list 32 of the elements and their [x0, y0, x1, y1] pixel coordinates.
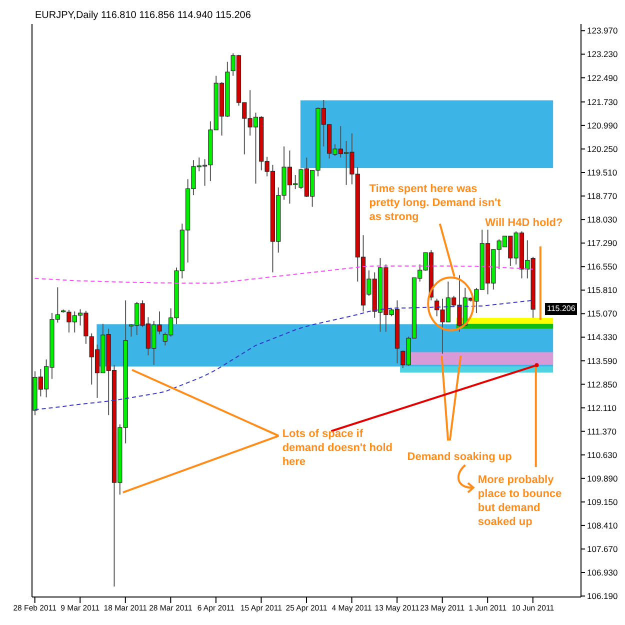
y-tick-label: 122.490 — [587, 72, 618, 83]
annotation: Demand soaking up — [407, 450, 513, 464]
y-tick-label: 118.770 — [587, 191, 618, 202]
y-tick-label: 112.850 — [587, 379, 618, 390]
y-tick-label: 114.330 — [587, 332, 618, 342]
y-tick-label: 121.730 — [587, 96, 618, 107]
y-tick-label: 110.630 — [587, 450, 618, 460]
y-tick-label: 123.230 — [587, 49, 618, 60]
y-tick-label: 118.030 — [587, 214, 618, 225]
chart-title: EURJPY,Daily 116.810 116.856 114.940 115.206 — [35, 10, 251, 21]
y-tick-label: 120.990 — [587, 120, 618, 130]
y-tick-label: 116.550 — [587, 262, 618, 272]
y-tick-label: 120.250 — [587, 144, 618, 154]
y-tick-label: 108.410 — [587, 520, 618, 530]
y-tick-label: 113.590 — [587, 356, 618, 366]
y-tick-label: 123.970 — [587, 26, 618, 36]
text: 115.206 — [545, 303, 578, 316]
y-tick-label: 109.150 — [587, 496, 618, 507]
y-tick-label: 117.290 — [587, 238, 618, 248]
y-tick-label: 119.510 — [587, 168, 618, 178]
y-tick-label: 115.810 — [587, 285, 618, 296]
y-tick-label: 111.370 — [587, 426, 617, 436]
annotation: Will H4D hold? — [485, 216, 564, 230]
y-tick-label: 106.930 — [587, 568, 618, 578]
annotation: Lots of space if demand doesn't hold here — [282, 427, 394, 470]
y-tick-label: 109.890 — [587, 473, 618, 484]
y-tick-label: 107.670 — [587, 544, 618, 554]
line-series — [34, 300, 534, 410]
y-tick-label: 106.190 — [587, 591, 618, 602]
y-tick-label: 112.110 — [587, 402, 617, 413]
annotation: More probably place to bounce but demand soaked up — [478, 472, 563, 529]
y-tick-label: 115.070 — [587, 308, 618, 319]
